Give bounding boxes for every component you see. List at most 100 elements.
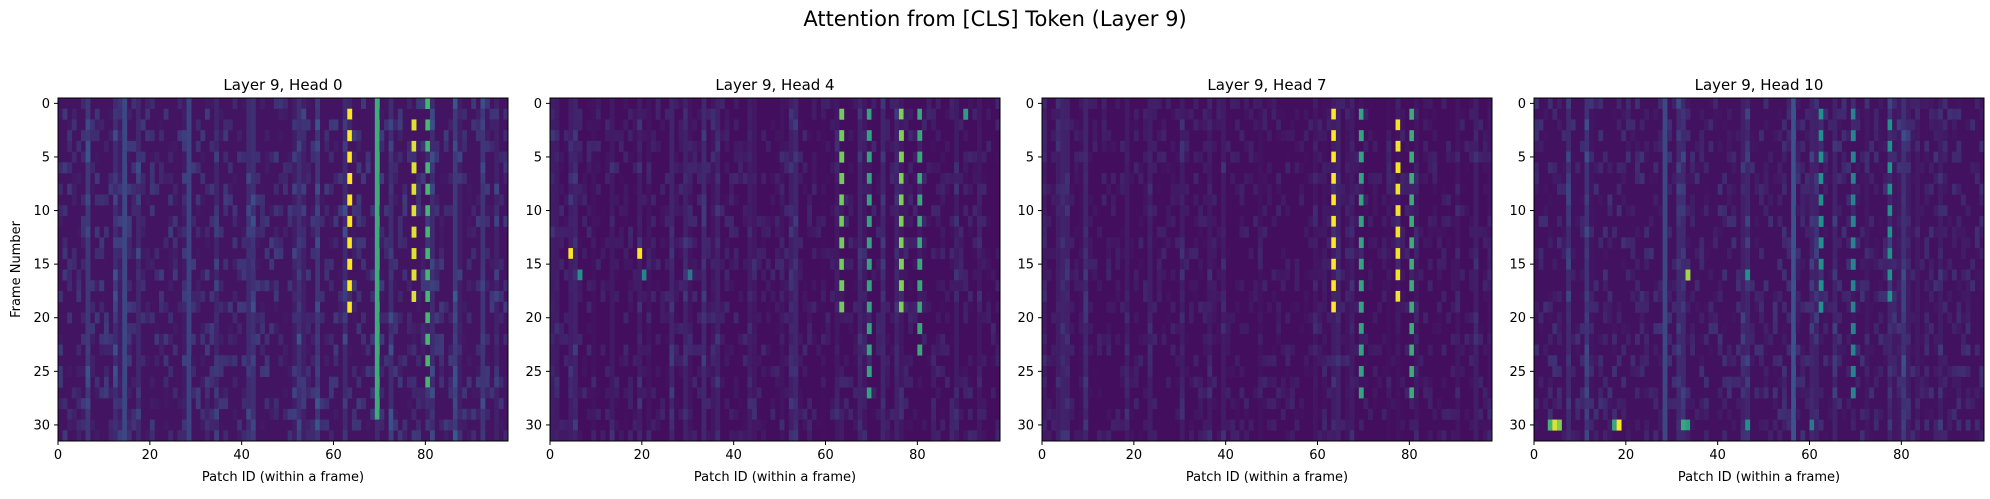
heatmap-cell	[1212, 248, 1217, 259]
heatmap-cell	[619, 227, 624, 238]
heatmap-cell	[1409, 194, 1414, 205]
heatmap-cell	[141, 173, 146, 184]
heatmap-cell	[1386, 430, 1391, 441]
heatmap-cell	[1276, 323, 1281, 334]
heatmap-cell	[58, 291, 63, 302]
heatmap-cell	[242, 237, 247, 248]
heatmap-cell	[1414, 387, 1419, 398]
heatmap-cell	[72, 152, 77, 163]
heatmap-cell	[297, 270, 302, 281]
heatmap-cell	[306, 323, 311, 334]
heatmap-cell	[1455, 280, 1460, 291]
heatmap-cell	[940, 334, 945, 345]
heatmap-cell	[389, 162, 394, 173]
heatmap-cell	[1318, 355, 1323, 366]
heatmap-cell	[366, 162, 371, 173]
heatmap-cell	[550, 109, 555, 120]
heatmap-cell	[159, 119, 164, 130]
heatmap-cell	[578, 184, 583, 195]
heatmap-cell	[301, 227, 306, 238]
heatmap-cell	[1216, 291, 1221, 302]
heatmap-cell	[858, 194, 863, 205]
heatmap-cell	[646, 173, 651, 184]
heatmap-cell	[899, 227, 904, 238]
heatmap-cell	[1065, 205, 1070, 216]
heatmap-cell	[830, 162, 835, 173]
heatmap-cell	[959, 119, 964, 130]
heatmap-cell	[173, 184, 178, 195]
heatmap-cell	[187, 205, 192, 216]
heatmap-cell	[1194, 280, 1199, 291]
heatmap-cell	[99, 119, 104, 130]
heatmap-cell	[246, 334, 251, 345]
heatmap-cell	[122, 377, 127, 388]
heatmap-cell	[1382, 248, 1387, 259]
heatmap-cell	[954, 409, 959, 420]
heatmap-cell	[1455, 302, 1460, 313]
heatmap-cell	[812, 248, 817, 259]
heatmap-cell	[766, 141, 771, 152]
heatmap-cell	[568, 184, 573, 195]
heatmap-cell	[200, 227, 205, 238]
heatmap-cell	[816, 227, 821, 238]
heatmap-cell	[1414, 162, 1419, 173]
heatmap-cell	[485, 184, 490, 195]
heatmap-cell	[1924, 98, 1929, 109]
heatmap-cell	[793, 345, 798, 356]
heatmap-cell	[1120, 184, 1125, 195]
heatmap-cell	[568, 205, 573, 216]
heatmap-cell	[113, 216, 118, 227]
heatmap-cell	[734, 98, 739, 109]
heatmap-cell	[58, 216, 63, 227]
heatmap-cell	[1226, 345, 1231, 356]
heatmap-cell	[619, 119, 624, 130]
heatmap-cell	[210, 141, 215, 152]
heatmap-cell	[982, 216, 987, 227]
heatmap-cell	[95, 248, 100, 259]
heatmap-cell	[977, 420, 982, 431]
heatmap-cell	[187, 420, 192, 431]
heatmap-cell	[747, 409, 752, 420]
heatmap-cell	[789, 109, 794, 120]
heatmap-cell	[1180, 227, 1185, 238]
heatmap-cell	[775, 366, 780, 377]
heatmap-cell	[858, 184, 863, 195]
heatmap-cell	[343, 119, 348, 130]
heatmap-cell	[968, 227, 973, 238]
heatmap-cell	[1079, 409, 1084, 420]
heatmap-cell	[550, 130, 555, 141]
heatmap-cell	[596, 216, 601, 227]
heatmap-cell	[1373, 184, 1378, 195]
heatmap-cell	[789, 355, 794, 366]
heatmap-cell	[1336, 248, 1341, 259]
heatmap-cell	[1235, 430, 1240, 441]
panel-title: Layer 9, Head 0	[223, 76, 342, 94]
heatmap-cell	[922, 302, 927, 313]
heatmap-cell	[1359, 184, 1364, 195]
heatmap-cell	[683, 323, 688, 334]
heatmap-cell	[867, 141, 872, 152]
heatmap-cell	[665, 312, 670, 323]
heatmap-cell	[656, 259, 661, 270]
heatmap-cell	[1377, 345, 1382, 356]
heatmap-cell	[214, 398, 219, 409]
heatmap-cell	[246, 152, 251, 163]
heatmap-cell	[1432, 205, 1437, 216]
heatmap-cell	[113, 398, 118, 409]
heatmap-cell	[1396, 312, 1401, 323]
heatmap-cell	[573, 98, 578, 109]
heatmap-cell	[301, 398, 306, 409]
heatmap-cell	[334, 141, 339, 152]
heatmap-cell	[118, 280, 123, 291]
heatmap-cell	[453, 259, 458, 270]
heatmap-cell	[187, 270, 192, 281]
heatmap-cell	[1207, 420, 1212, 431]
heatmap-cell	[1166, 98, 1171, 109]
heatmap-cell	[1148, 109, 1153, 120]
heatmap-cell	[480, 119, 485, 130]
heatmap-cell	[747, 237, 752, 248]
heatmap-cell	[1419, 227, 1424, 238]
heatmap-cell	[127, 409, 132, 420]
heatmap-cell	[711, 430, 716, 441]
heatmap-cell	[715, 387, 720, 398]
